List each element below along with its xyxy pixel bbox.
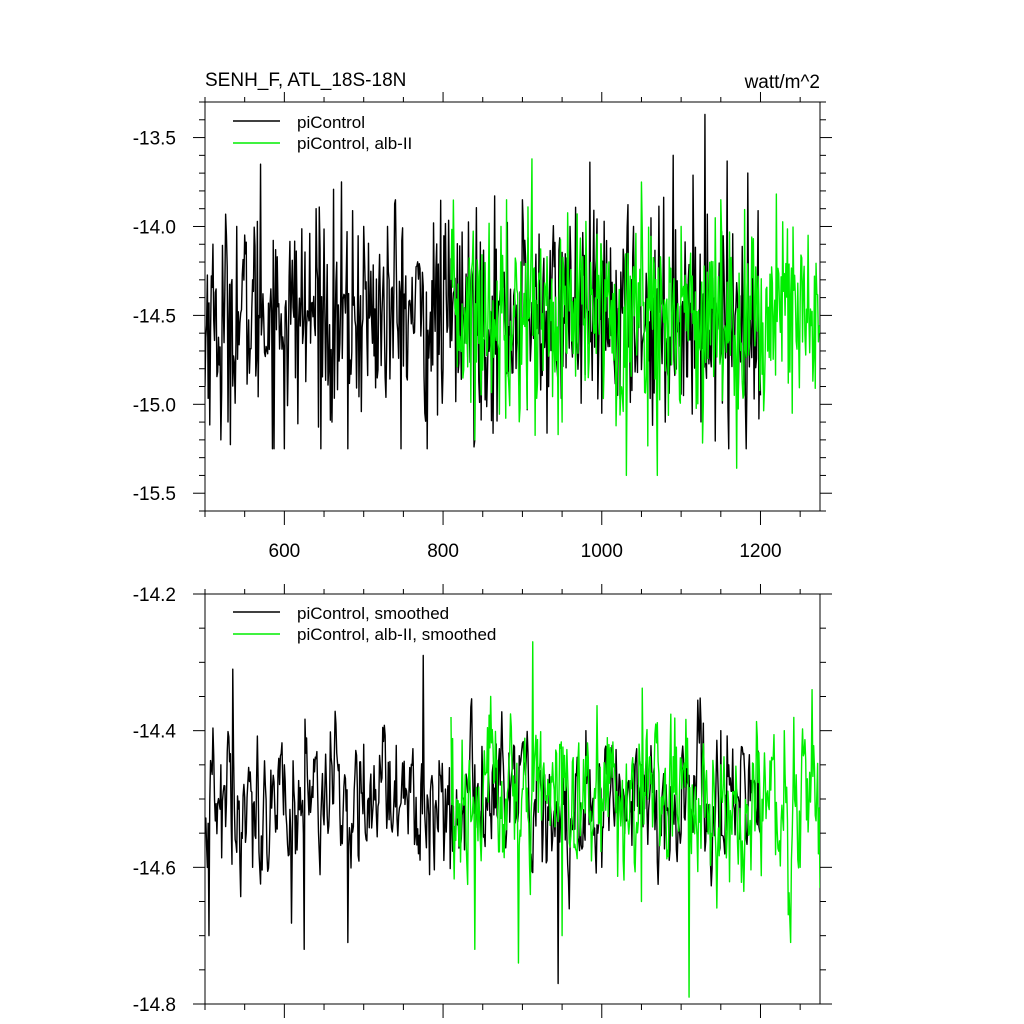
bottom-x-axis [204, 584, 801, 1018]
x-tick-label: 1200 [739, 541, 781, 562]
y-tick-label: -14.8 [133, 995, 176, 1016]
bottom-legend: piControl, smoothed piControl, alb-II, s… [233, 604, 496, 644]
y-tick-label: -14.5 [133, 306, 176, 327]
y-tick-label: -14.2 [133, 585, 176, 606]
top-y-axis: -15.5 -15.0 -14.5 -14.0 -13.5 [133, 101, 832, 512]
y-tick-label: -14.6 [133, 858, 176, 879]
y-tick-label: -15.5 [133, 484, 176, 505]
series-line-picontrol-alb-ii-smoothed [450, 641, 820, 998]
x-tick-label: 1000 [581, 541, 623, 562]
x-tick-label: 600 [269, 541, 301, 562]
bottom-panel: -14.8 -14.6 -14.4 -14.2 piControl, smoothed… [133, 584, 832, 1018]
legend-label-picontrol: piControl [297, 113, 365, 132]
top-x-axis: 600 800 1000 1200 [204, 92, 801, 562]
top-series-group [205, 113, 820, 477]
top-legend: piControl piControl, alb-II [233, 113, 412, 153]
bottom-y-axis: -14.8 -14.6 -14.4 -14.2 [133, 585, 832, 1016]
y-tick-label: -14.0 [133, 217, 176, 238]
legend-label-picontrol-alb-ii: piControl, alb-II [297, 134, 412, 153]
top-chart-units: watt/m^2 [744, 72, 820, 93]
x-tick-label: 800 [427, 541, 459, 562]
y-tick-label: -14.4 [133, 722, 177, 743]
y-tick-label: -13.5 [133, 129, 176, 150]
top-plot-frame [204, 101, 821, 512]
bottom-series-group [205, 641, 820, 998]
y-tick-label: -15.0 [133, 395, 176, 416]
top-panel: SENH_F, ATL_18S-18N watt/m^2 600 800 1000 1… [133, 70, 832, 562]
legend-label-picontrol-alb-ii-smoothed: piControl, alb-II, smoothed [297, 625, 496, 644]
series-line-picontrol-alb-ii [450, 158, 820, 477]
top-chart-title: SENH_F, ATL_18S-18N [205, 70, 406, 91]
legend-label-picontrol-smoothed: piControl, smoothed [297, 604, 449, 623]
